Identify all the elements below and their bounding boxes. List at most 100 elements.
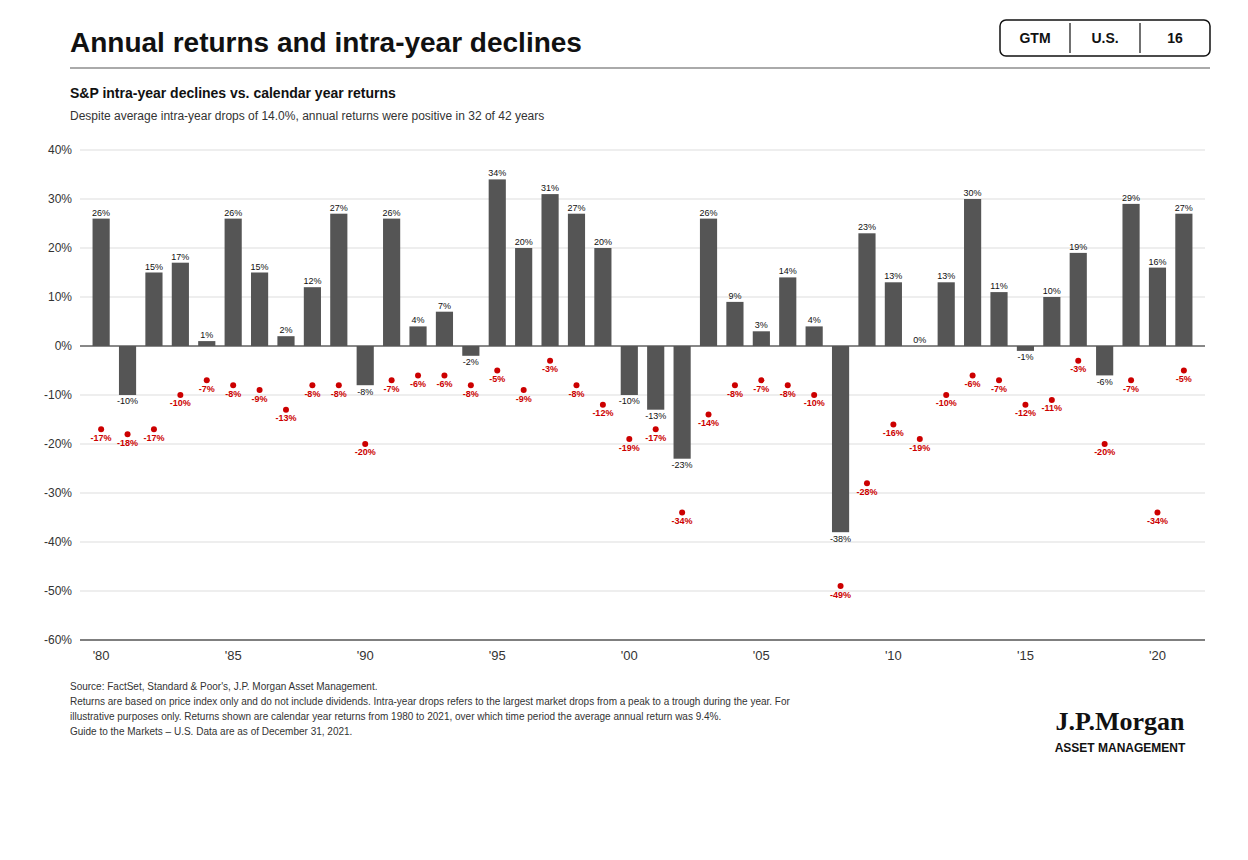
decline-label: -8% xyxy=(727,389,743,399)
bar xyxy=(779,277,796,346)
decline-label: -8% xyxy=(225,389,241,399)
decline-dot xyxy=(600,402,606,408)
decline-label: -8% xyxy=(331,389,347,399)
decline-label: -6% xyxy=(965,379,981,389)
bar xyxy=(674,346,691,459)
grid-line xyxy=(80,248,1205,249)
decline-dot xyxy=(811,392,817,398)
decline-label: -12% xyxy=(1015,408,1036,418)
bar xyxy=(911,346,928,347)
bar-label: 10% xyxy=(1043,286,1061,296)
bar-label: 15% xyxy=(251,262,269,272)
bar xyxy=(1017,346,1034,351)
grid-line xyxy=(80,297,1205,298)
bar xyxy=(409,326,426,346)
zero-line xyxy=(80,346,1205,347)
decline-dot xyxy=(838,583,844,589)
bar-label: 0% xyxy=(913,335,926,345)
grid-line xyxy=(80,640,1205,641)
bar xyxy=(145,273,162,347)
bar xyxy=(753,331,770,346)
bar-label: 27% xyxy=(330,203,348,213)
decline-label: -49% xyxy=(830,590,851,600)
bar-label: 23% xyxy=(858,222,876,232)
decline-label: -10% xyxy=(936,398,957,408)
bar xyxy=(1043,297,1060,346)
chart: Annual returns and intra-year declines GT… xyxy=(0,0,1248,860)
decline-dot xyxy=(679,510,685,516)
badge-text: 16 xyxy=(1167,30,1183,46)
bar xyxy=(1175,214,1192,346)
bar xyxy=(489,179,506,346)
x-tick-label: '20 xyxy=(1149,648,1166,663)
decline-dot xyxy=(970,372,976,378)
bar-label: -6% xyxy=(1097,377,1113,387)
bar xyxy=(172,263,189,346)
subtitle: S&P intra-year declines vs. calendar yea… xyxy=(70,85,396,101)
decline-label: -10% xyxy=(804,398,825,408)
y-tick-label: 10% xyxy=(48,290,72,304)
decline-label: -11% xyxy=(1042,403,1063,413)
bar-label: -10% xyxy=(117,396,138,406)
decline-label: -7% xyxy=(384,384,400,394)
decline-dot xyxy=(996,377,1002,383)
y-tick-label: 0% xyxy=(55,339,73,353)
bar-label: -13% xyxy=(645,411,666,421)
x-tick-label: '80 xyxy=(93,648,110,663)
bar xyxy=(938,282,955,346)
bar-label: 7% xyxy=(438,301,451,311)
bar-label: 31% xyxy=(541,183,559,193)
bar-label: 11% xyxy=(990,281,1007,291)
bar-label: 13% xyxy=(884,271,902,281)
decline-label: -19% xyxy=(909,443,930,453)
decline-label: -7% xyxy=(1123,384,1139,394)
decline-label: -13% xyxy=(275,413,296,423)
grid-line xyxy=(80,591,1205,592)
decline-label: -12% xyxy=(592,408,613,418)
source-text: Source: FactSet, Standard & Poor's, J.P.… xyxy=(70,681,791,737)
decline-dot xyxy=(864,480,870,486)
decline-dot xyxy=(257,387,263,393)
decline-label: -7% xyxy=(991,384,1007,394)
decline-label: -8% xyxy=(568,389,584,399)
bar xyxy=(964,199,981,346)
bar xyxy=(119,346,136,395)
title: Annual returns and intra-year declines xyxy=(70,27,582,58)
decline-label: -7% xyxy=(199,384,215,394)
bar xyxy=(1096,346,1113,375)
decline-dot xyxy=(362,441,368,447)
decline-dot xyxy=(125,431,131,437)
decline-dot xyxy=(468,382,474,388)
decline-dot xyxy=(785,382,791,388)
decline-label: -8% xyxy=(463,389,479,399)
logo: J.P.Morgan xyxy=(1055,707,1185,736)
bar-label: 20% xyxy=(594,237,612,247)
decline-dot xyxy=(204,377,210,383)
decline-label: -34% xyxy=(672,516,693,526)
bar-label: 26% xyxy=(92,208,110,218)
x-tick-label: '10 xyxy=(885,648,902,663)
decline-dot xyxy=(494,368,500,374)
decline-dot xyxy=(1075,358,1081,364)
decline-label: -14% xyxy=(698,418,719,428)
y-tick-label: -60% xyxy=(44,633,72,647)
decline-dot xyxy=(1154,510,1160,516)
decline-label: -9% xyxy=(252,394,268,404)
decline-label: -6% xyxy=(436,379,452,389)
decline-dot xyxy=(1102,441,1108,447)
decline-label: -3% xyxy=(1070,364,1086,374)
bar-label: 17% xyxy=(171,252,189,262)
y-tick-label: -40% xyxy=(44,535,72,549)
x-tick-label: '00 xyxy=(621,648,638,663)
decline-label: -17% xyxy=(143,433,164,443)
decline-label: -3% xyxy=(542,364,558,374)
badge: GTMU.S.16 xyxy=(1000,20,1210,56)
decline-label: -7% xyxy=(753,384,769,394)
bar-label: -8% xyxy=(357,387,373,397)
grid xyxy=(80,150,1205,640)
bar xyxy=(198,341,215,346)
bar-label: -2% xyxy=(463,357,479,367)
subtitle-note: Despite average intra-year drops of 14.0… xyxy=(70,109,544,123)
decline-label: -34% xyxy=(1147,516,1168,526)
x-tick-label: '05 xyxy=(753,648,770,663)
